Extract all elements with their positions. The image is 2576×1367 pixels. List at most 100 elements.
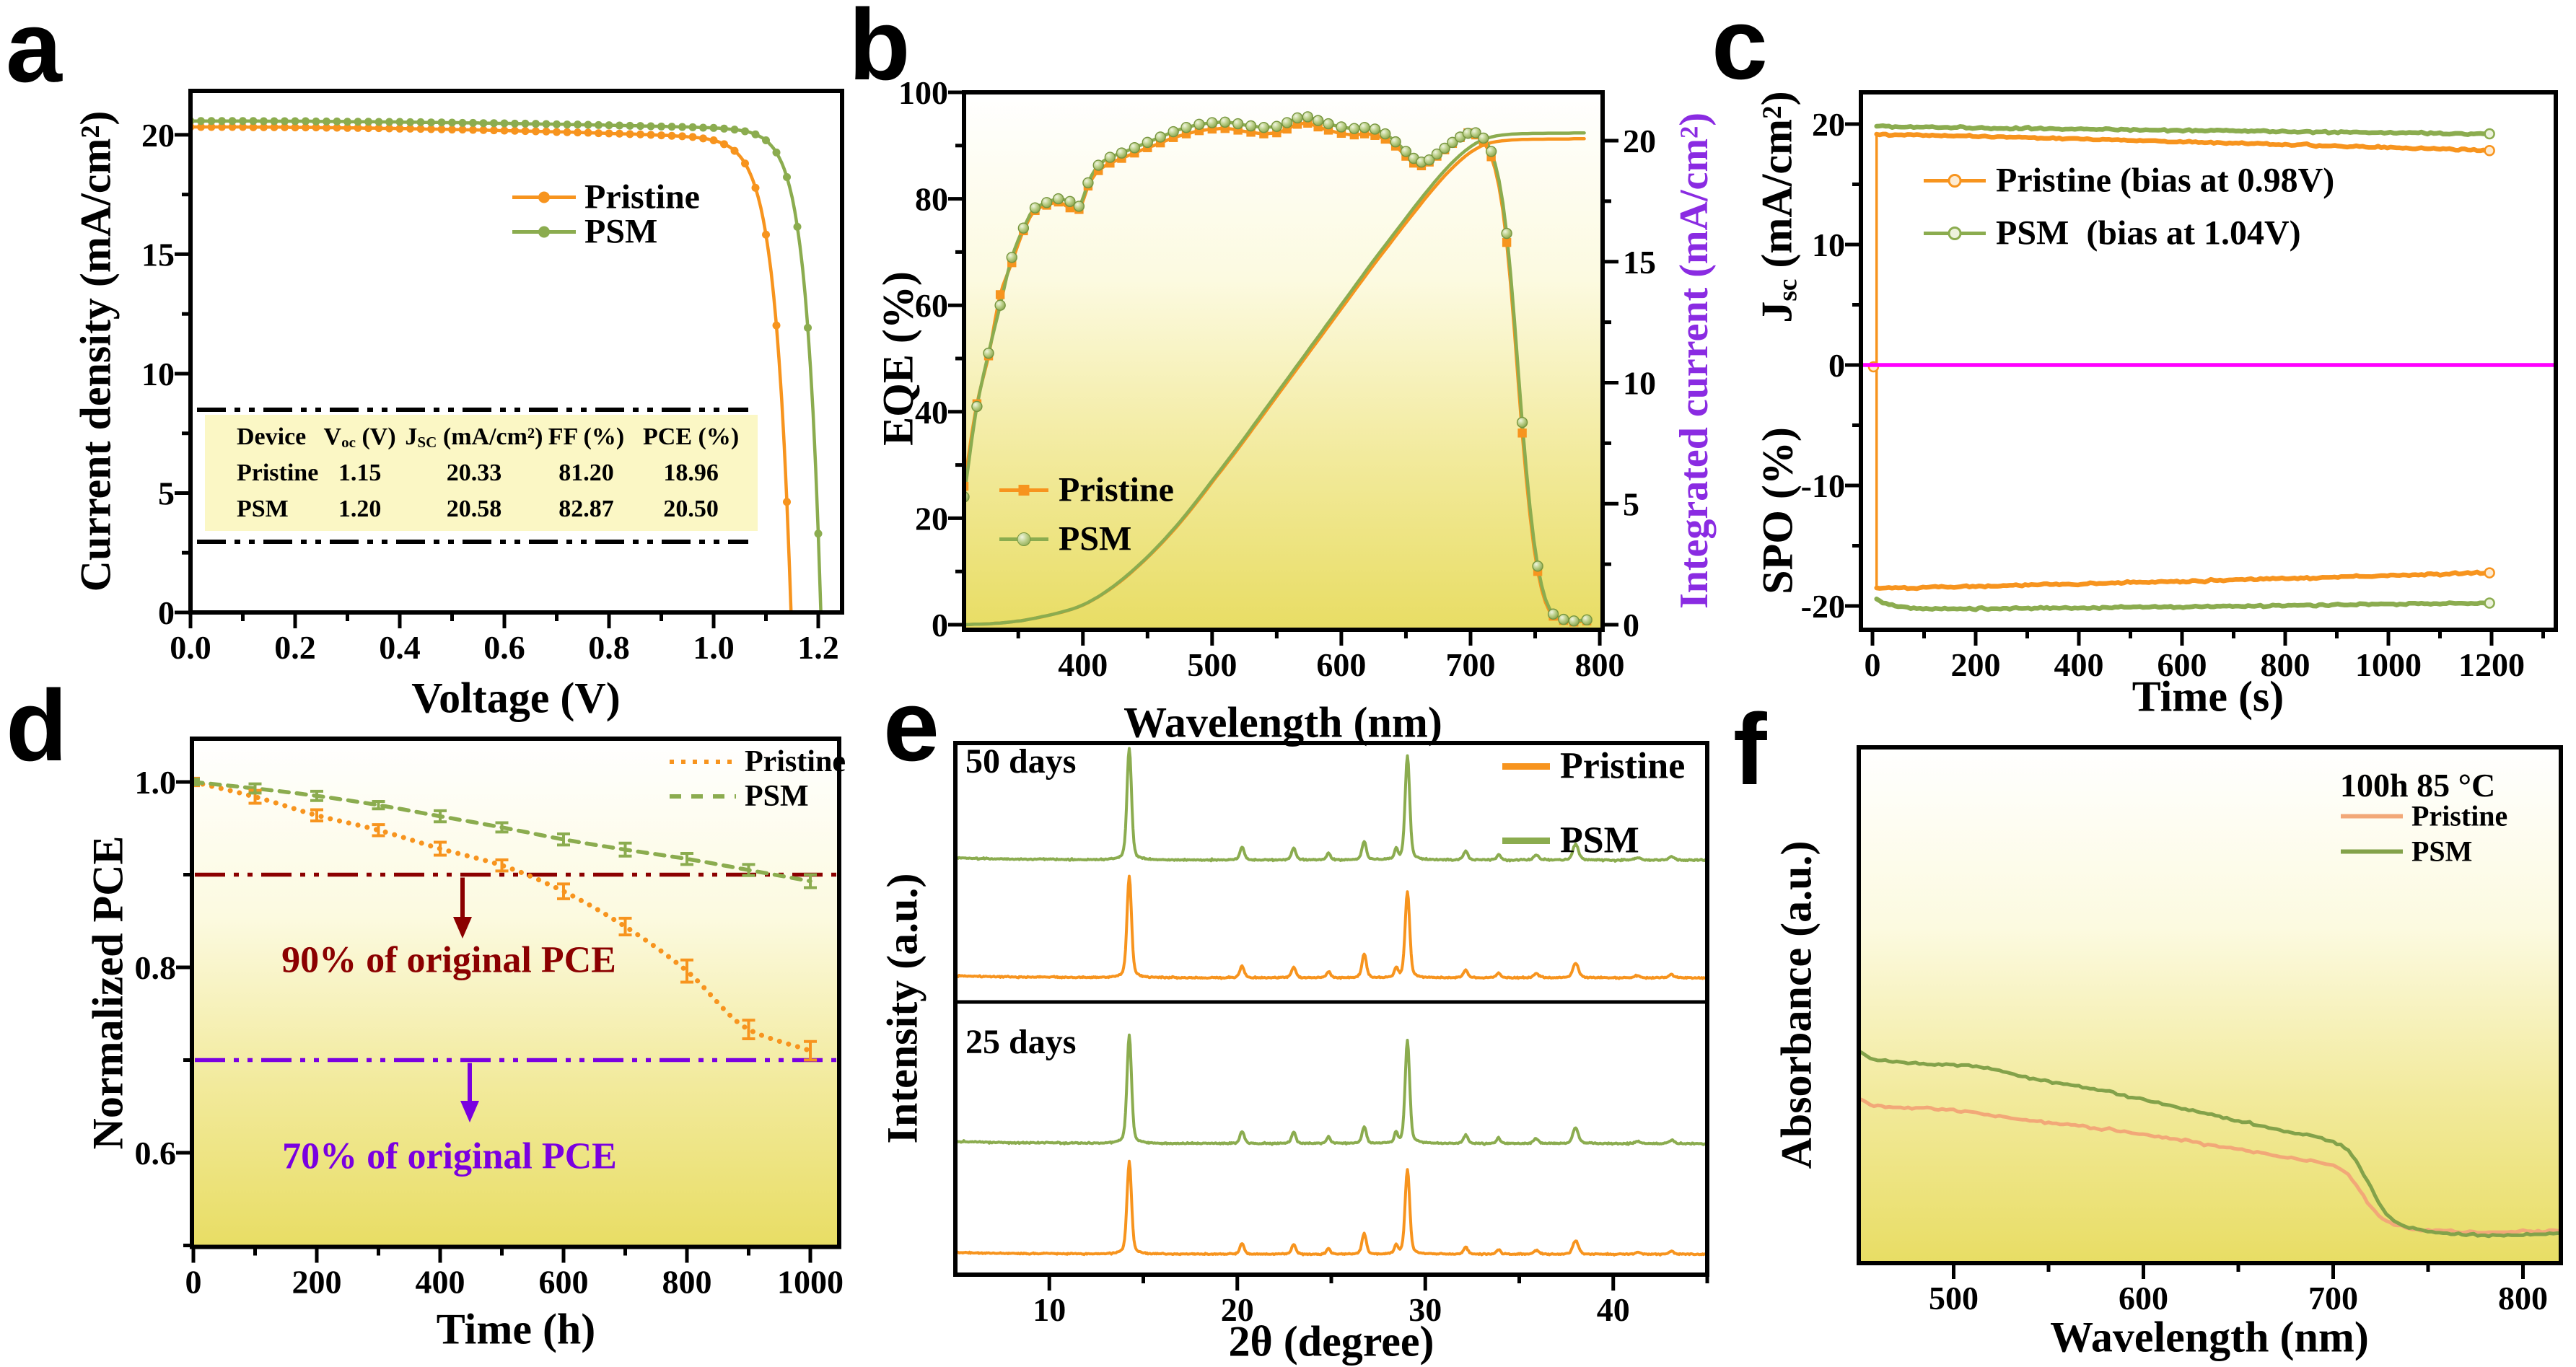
tick-label: 0 [932,607,948,643]
tick-label: 0.2 [274,629,316,666]
data-point [709,136,718,145]
data-point [249,117,258,126]
data-point [427,118,436,127]
tick-label: 600 [539,1264,589,1301]
data-point [395,124,404,133]
data-point [783,498,792,506]
data-point [1082,177,1094,189]
data-point [730,126,739,134]
data-point [636,122,645,131]
data-point [647,131,655,139]
tick-label: 0 [185,1264,202,1301]
data-point [1155,131,1166,143]
data-point [374,124,383,133]
plot-frame [1857,745,2563,1265]
data-point [416,118,425,126]
data-point [542,120,551,128]
data-point [994,299,1006,311]
series-end-marker [2484,144,2495,157]
series-end-marker [2484,597,2495,609]
data-point [595,129,603,138]
data-point [207,123,216,131]
data-point [1369,123,1381,135]
data-point [699,134,708,143]
data-point [448,118,457,127]
data-point [249,123,258,131]
tick-label: 800 [2261,646,2310,683]
data-point [983,347,994,359]
tick-label: 5 [158,475,175,511]
data-point [563,120,571,129]
data-point [1359,122,1370,133]
data-point [804,323,812,332]
data-point [1292,112,1303,124]
data-point [667,123,676,131]
tick-label: 500 [1929,1280,1979,1317]
tick-label: 800 [1575,646,1625,683]
data-point [751,130,760,139]
data-point [385,124,394,133]
data-point [1501,227,1512,239]
plot-frame [953,741,1709,1277]
data-line [955,747,1707,863]
annotation-arrow-head [453,917,472,939]
data-point [458,126,467,134]
data-point [1400,146,1412,157]
data-line [1874,569,2492,592]
tick-label: 40 [915,394,948,431]
data-point [1558,613,1569,625]
data-point [323,123,331,132]
data-point [636,130,645,139]
tick-label: 400 [2054,646,2104,683]
data-point [1478,132,1489,144]
data-point [490,126,499,135]
data-point [1349,123,1360,134]
tick-label: 1.0 [135,764,177,801]
tick-label: -20 [1801,588,1845,625]
tick-label: 100 [898,74,948,111]
data-point [458,118,467,127]
tick-label: 0.4 [379,629,421,666]
gradient-background [964,92,1603,630]
tick-label: 60 [915,287,948,324]
data-point [406,124,415,133]
data-line [1859,1049,2561,1239]
data-line [955,1159,1707,1257]
data-line [1859,1096,2561,1235]
panel-a: 0.0 0.2 0.4 0.6 0.8 1.0 1.2 0 5 10 15 20 [141,89,844,666]
data-point [678,123,687,131]
data-point [479,126,488,134]
data-point [218,123,227,131]
data-point [657,122,666,131]
tick-label: 10 [1623,365,1656,402]
tick-label: 30 [1409,1291,1442,1328]
data-point [772,148,781,157]
data-point [416,125,425,133]
data-point [751,183,760,192]
annotation-arrow-head [460,1101,479,1122]
data-point [448,126,457,134]
data-point [1017,222,1030,234]
tick-label: 20 [141,117,175,154]
data-point [1547,608,1559,620]
data-point [270,123,279,131]
data-point [595,120,603,129]
plot-frame [1859,90,2558,632]
data-point [437,118,446,127]
series-end-marker [2484,567,2495,579]
data-point [1104,151,1116,163]
data-point [1245,120,1257,132]
data-point [553,120,561,128]
tick-label: 0.6 [483,629,525,666]
data-point [1232,118,1244,130]
tick-label: 40 [1597,1291,1630,1328]
data-point [730,146,739,155]
data-point [1116,147,1128,159]
data-point [354,123,362,132]
data-point [584,120,592,129]
data-point [553,128,561,136]
tick-label: 1200 [2458,646,2525,683]
